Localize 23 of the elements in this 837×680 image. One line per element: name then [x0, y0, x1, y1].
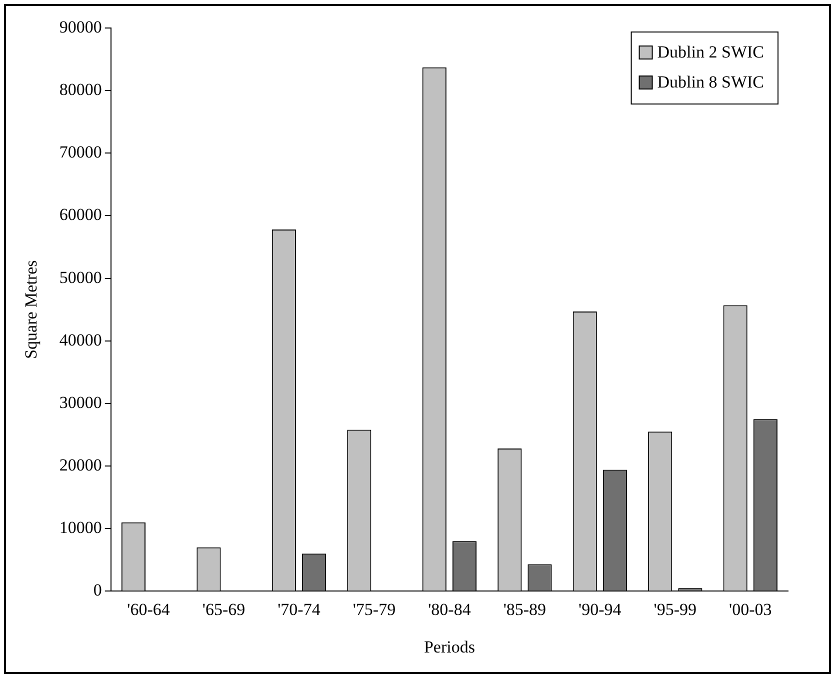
y-axis-title: Square Metres — [22, 260, 41, 359]
x-tick-label: '60-64 — [127, 600, 170, 619]
y-tick-label: 80000 — [59, 80, 102, 100]
y-tick-label: 10000 — [59, 518, 102, 538]
x-tick-label: '65-69 — [202, 600, 246, 619]
x-tick-label: '70-74 — [278, 600, 321, 619]
y-tick-label: 70000 — [59, 142, 102, 162]
legend-label: Dublin 2 SWIC — [657, 42, 764, 62]
y-tick-label: 60000 — [59, 205, 102, 224]
x-tick-label: '95-99 — [654, 600, 697, 619]
x-axis-title: Periods — [424, 637, 475, 656]
y-tick-label: 0 — [93, 580, 102, 600]
x-tick-label: '85-89 — [503, 600, 546, 619]
x-tick-label: '00-03 — [729, 600, 772, 619]
x-tick-label: '90-94 — [578, 600, 622, 619]
y-tick-label: 30000 — [59, 392, 102, 412]
y-tick-label: 50000 — [59, 268, 102, 287]
legend-label: Dublin 8 SWIC — [657, 72, 764, 92]
y-tick-label: 90000 — [59, 17, 102, 36]
x-tick-label: '75-79 — [352, 600, 396, 619]
y-tick-label: 40000 — [59, 330, 102, 350]
y-tick-label: 20000 — [59, 456, 102, 475]
x-tick-label: '80-84 — [428, 600, 472, 619]
